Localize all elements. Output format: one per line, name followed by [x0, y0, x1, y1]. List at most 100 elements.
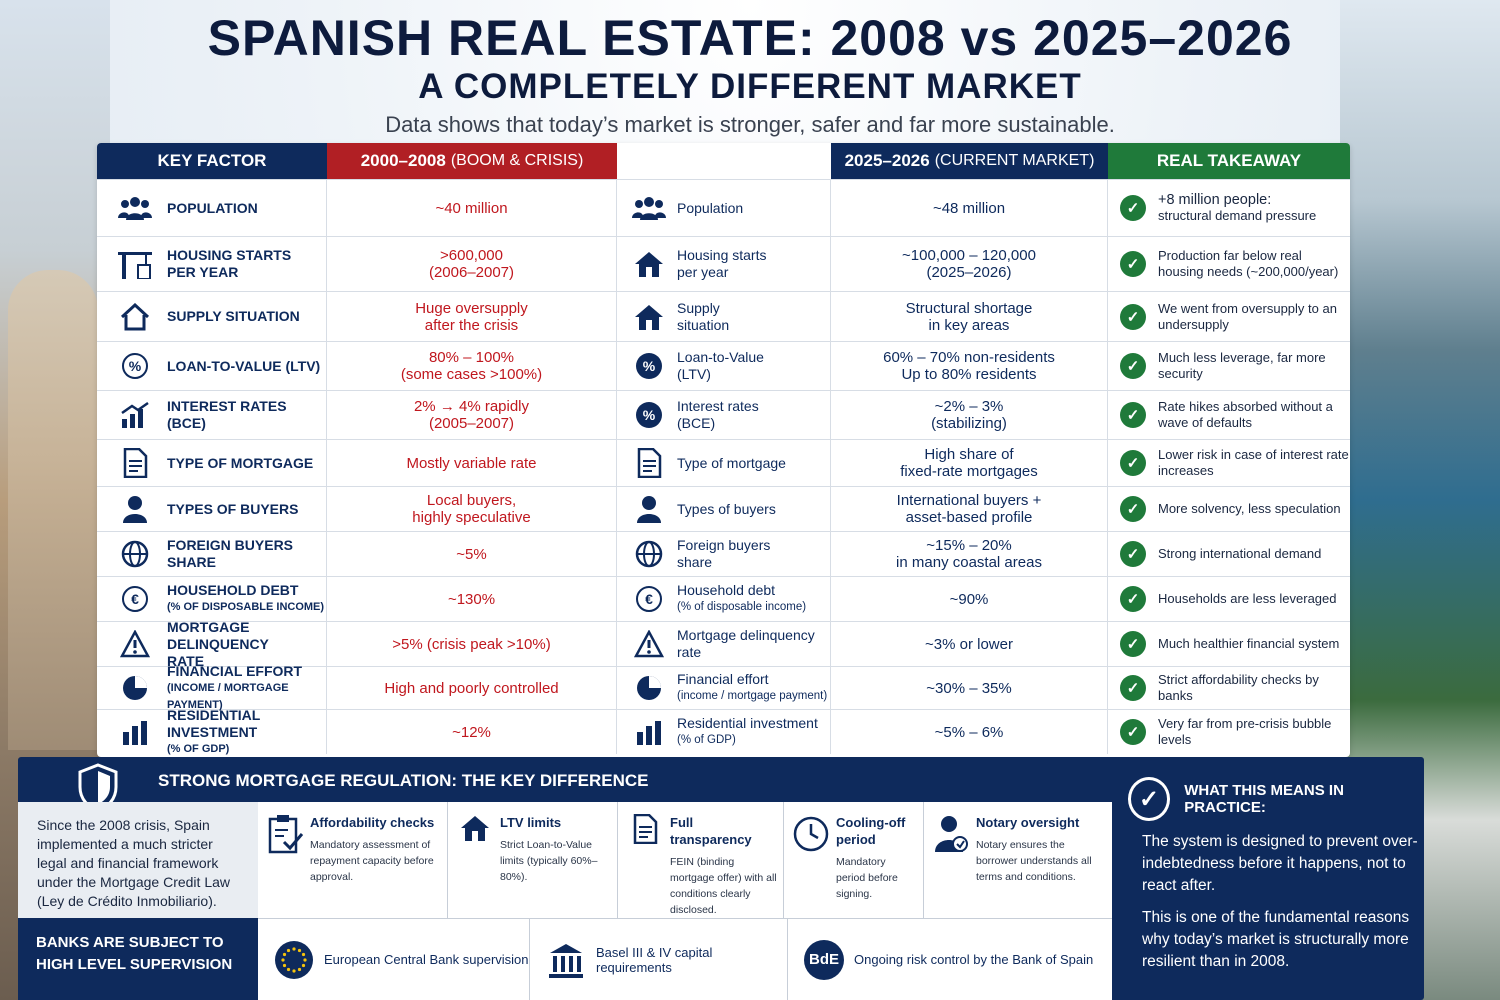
takeaway-text: Households are less leveraged: [1158, 591, 1337, 606]
boom-value-cell: ~130%: [327, 577, 617, 621]
comparison-table: KEY FACTOR 2000–2008 (BOOM & CRISIS) 202…: [97, 143, 1350, 757]
table-row: SUPPLY SITUATION Huge oversupply after the…: [97, 291, 1350, 341]
takeaway-text: Very far from pre-crisis bubble levels: [1158, 716, 1332, 747]
regulation-section: STRONG MORTGAGE REGULATION: THE KEY DIFF…: [18, 757, 1424, 1000]
check-icon: ✓: [1120, 303, 1146, 330]
table-row: FINANCIAL EFFORT (INCOME / MORTGAGE PAYME…: [97, 663, 1350, 711]
current-value: High share of: [924, 446, 1014, 463]
check-icon: ✓: [1120, 496, 1146, 522]
crane-icon: [117, 248, 153, 280]
warning-icon: [117, 628, 153, 660]
current-factor-sublabel: (% of disposable income): [677, 601, 807, 613]
percent-icon: %: [117, 350, 153, 382]
supervision-item: Basel III & IV capital requirements: [530, 919, 788, 1000]
current-value-cell: ~48 million: [831, 180, 1108, 236]
current-factor-cell: € Household debt (% of disposable income): [617, 577, 831, 621]
factor-label: INTEREST RATES (BCE): [167, 398, 287, 431]
check-icon: ✓: [1120, 353, 1146, 379]
current-factor-label: Types of buyers: [677, 500, 776, 517]
boom-value: High and poorly controlled: [384, 679, 559, 697]
current-value-cell: International buyers + asset-based profil…: [831, 487, 1108, 531]
boom-value-cell: ~5%: [327, 532, 617, 576]
takeaway-text: Rate hikes absorbed without a wave of de…: [1158, 399, 1333, 430]
regulation-card-title: Affordability checks: [310, 815, 435, 830]
boom-value: ~40 million: [435, 199, 508, 217]
pie-chart-icon: [631, 672, 667, 704]
boom-value-cell: 80% – 100% (some cases >100%): [327, 342, 617, 390]
euro-icon: €: [117, 583, 153, 615]
current-value-cell: ~5% – 6%: [831, 710, 1108, 754]
current-value-line2: (2025–2026): [926, 264, 1012, 281]
current-factor-cell: % Loan-to-Value (LTV): [617, 342, 831, 390]
supervision-label-text: European Central Bank supervision: [324, 952, 529, 967]
boom-value: 2% → 4% rapidly: [413, 398, 530, 415]
takeaway-text: Much less leverage, far more security: [1158, 350, 1326, 381]
document-icon: [117, 447, 153, 479]
current-value: ~3% or lower: [925, 635, 1013, 653]
clipboard-check-icon: [266, 814, 304, 854]
document-icon: [626, 814, 664, 854]
check-icon: ✓: [1120, 541, 1146, 567]
boom-value-cell: >5% (crisis peak >10%): [327, 622, 617, 666]
current-factor-label: Loan-to-Value: [677, 349, 764, 365]
boom-value: Mostly variable rate: [406, 454, 537, 472]
factor-cell: € HOUSEHOLD DEBT (% OF DISPOSABLE INCOME): [97, 577, 327, 621]
takeaway-cell: ✓ Much healthier financial system: [1108, 622, 1350, 666]
boom-value-line2: (2006–2007): [428, 264, 515, 281]
current-value-cell: ~3% or lower: [831, 622, 1108, 666]
current-value: ~2% – 3%: [934, 398, 1004, 415]
factor-label: RESIDENTIAL INVESTMENT: [167, 706, 261, 740]
factor-label: LOAN-TO-VALUE (LTV): [167, 357, 321, 374]
regulation-card: Affordability checks Mandatory assessment…: [258, 802, 448, 918]
factor-sublabel: (% OF DISPOSABLE INCOME): [167, 601, 325, 613]
table-row: FOREIGN BUYERS SHARE ~5% Foreign buyers sha…: [97, 531, 1350, 576]
pie-chart-icon: [117, 672, 153, 704]
current-factor-label-line2: share: [677, 554, 713, 570]
current-value: 60% – 70% non-residents: [883, 349, 1055, 366]
regulation-card-title: Cooling-off period: [836, 815, 906, 847]
check-icon: ✓: [1120, 402, 1146, 428]
factor-label: HOUSING STARTS: [167, 247, 292, 263]
current-factor-cell: Supply situation: [617, 292, 831, 341]
person-icon: [631, 493, 667, 525]
current-value-cell: High share of fixed-rate mortgages: [831, 440, 1108, 486]
current-value-line2: (stabilizing): [931, 415, 1007, 432]
regulation-card-desc: Mandatory assessment of repayment capaci…: [310, 839, 434, 883]
takeaway-text: Strong international demand: [1158, 546, 1322, 561]
check-icon: ✓: [1120, 586, 1146, 612]
regulation-card: Cooling-off period Mandatory period befor…: [784, 802, 924, 918]
regulation-intro: Since the 2008 crisis, Spain implemented…: [18, 802, 258, 918]
takeaway-cell: ✓ +8 million people: structural demand pre…: [1108, 180, 1350, 236]
practice-text-2: This is one of the fundamental reasons w…: [1142, 909, 1410, 970]
factor-sublabel: (% OF GDP): [167, 742, 230, 755]
table-row: MORTGAGE DELINQUENCY RATE >5% (crisis peak…: [97, 619, 1350, 669]
boom-value-line2: after the crisis: [424, 316, 519, 334]
factor-cell: TYPE OF MORTGAGE: [97, 440, 327, 486]
boom-value-cell: High and poorly controlled: [327, 667, 617, 709]
table-row: € HOUSEHOLD DEBT (% OF DISPOSABLE INCOME) ~…: [97, 576, 1350, 621]
regulation-card-title: LTV limits: [500, 815, 562, 830]
table-body: POPULATION ~40 million Population ~48 milli…: [97, 179, 1350, 755]
current-factor-cell: Residential investment (% of GDP): [617, 710, 831, 754]
header-boom: 2000–2008 (BOOM & CRISIS): [327, 143, 617, 179]
factor-cell: HOUSING STARTS PER YEAR: [97, 237, 327, 291]
current-factor-cell: Population: [617, 180, 831, 236]
table-row: POPULATION ~40 million Population ~48 milli…: [97, 179, 1350, 236]
factor-cell: % LOAN-TO-VALUE (LTV): [97, 342, 327, 390]
current-factor-label-line2: (LTV): [677, 366, 711, 382]
boom-value-cell: >600,000 (2006–2007): [327, 237, 617, 291]
eu-stars-icon: [274, 940, 314, 980]
header-boom-sub: (BOOM & CRISIS): [450, 152, 584, 169]
check-circle-icon: ✓: [1128, 777, 1171, 821]
takeaway-text: Production far below real housing needs …: [1158, 248, 1339, 279]
table-row: % LOAN-TO-VALUE (LTV) 80% – 100% (some case…: [97, 341, 1350, 390]
boom-value-line2: (some cases >100%): [400, 366, 543, 383]
growth-chart-icon: [117, 399, 153, 431]
factor-label: TYPE OF MORTGAGE: [167, 454, 314, 471]
header-boom-main: 2000–2008: [360, 151, 446, 170]
takeaway-cell: ✓ More solvency, less speculation: [1108, 487, 1350, 531]
takeaway-text: Much healthier financial system: [1158, 636, 1340, 651]
regulation-card-title: Notary oversight: [976, 815, 1080, 830]
supervision-cards: European Central Bank supervision Basel I…: [258, 918, 1112, 1000]
current-factor-label: Supply: [677, 299, 720, 316]
